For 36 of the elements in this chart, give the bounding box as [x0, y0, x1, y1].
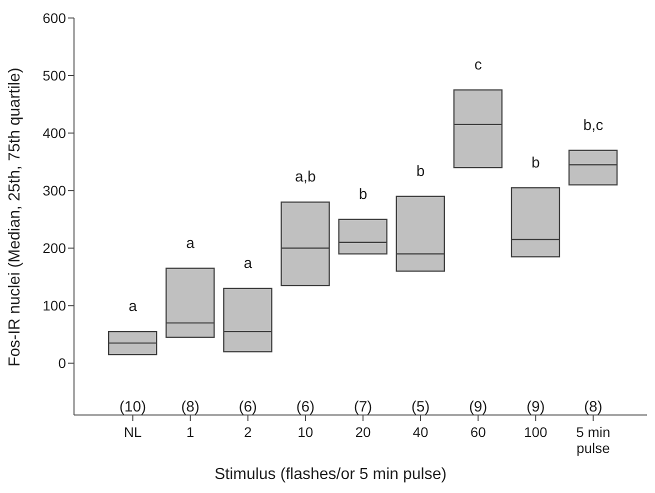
x-tick-label: 2 [244, 424, 252, 440]
y-tick-label: 500 [42, 68, 66, 84]
annotation: (6) [238, 398, 258, 416]
annotation: (5) [411, 398, 430, 416]
annotation: b [531, 154, 540, 172]
y-tick-label: 100 [42, 298, 66, 314]
annotation: a [186, 234, 196, 252]
x-tick-label: NL [124, 424, 142, 440]
annotation: a,b [295, 168, 316, 186]
annotation: (8) [584, 398, 602, 416]
y-tick-label: 600 [42, 10, 66, 26]
y-tick-label: 200 [42, 240, 66, 256]
annotation: b,c [583, 116, 604, 134]
x-tick-label: 100 [524, 424, 548, 440]
x-tick-label: 20 [355, 424, 371, 440]
annotation: (7) [354, 398, 372, 416]
annotation: (9) [526, 398, 545, 416]
annotation: b [416, 162, 425, 180]
x-tick-label: 5 min pulse [576, 424, 610, 456]
y-tick-label: 0 [58, 355, 66, 372]
annotation: a [244, 254, 253, 272]
y-tick-label: 400 [42, 125, 66, 142]
annotation: (8) [181, 398, 200, 416]
annotation: a [128, 298, 138, 316]
annotation: (6) [296, 398, 315, 416]
x-tick-label: 1 [186, 424, 194, 440]
annotation: (10) [119, 398, 146, 416]
annotation: c [474, 56, 482, 74]
annotation: b [358, 186, 368, 203]
annotation: (9) [468, 398, 488, 416]
x-tick-label: 40 [412, 424, 429, 440]
y-tick-label: 300 [42, 182, 66, 199]
y-axis-title: Fos-IR nuclei (Median, 25th, 75th quartile) [6, 68, 24, 366]
x-tick-label: 60 [470, 424, 486, 440]
x-axis-title: Stimulus (flashes/or 5 min pulse) [214, 466, 447, 483]
x-tick-label: 10 [298, 424, 314, 440]
